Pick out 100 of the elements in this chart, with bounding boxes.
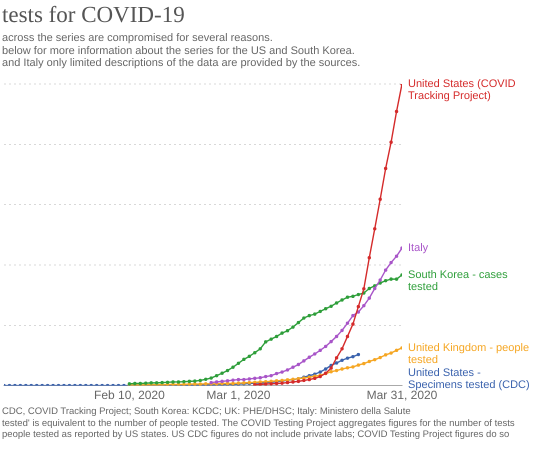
point <box>220 372 224 375</box>
point <box>324 306 328 310</box>
point <box>182 380 186 384</box>
series-label: United States (COVID Tracking Project) <box>408 78 516 102</box>
point <box>389 351 393 355</box>
point <box>291 325 295 329</box>
point <box>334 368 338 372</box>
point <box>384 166 388 170</box>
point <box>334 356 338 360</box>
point <box>356 304 360 308</box>
point <box>286 368 290 372</box>
point <box>356 363 360 367</box>
point <box>302 378 306 382</box>
point <box>291 366 295 369</box>
point <box>176 380 180 384</box>
point <box>258 347 262 351</box>
point <box>242 378 246 382</box>
point <box>340 347 344 351</box>
point <box>340 298 344 302</box>
point <box>226 368 230 372</box>
point <box>188 380 192 384</box>
point <box>334 334 338 338</box>
point <box>362 362 366 366</box>
point <box>394 254 398 258</box>
point <box>248 354 252 358</box>
point <box>204 378 208 381</box>
point <box>258 376 262 380</box>
point <box>214 374 218 378</box>
point <box>248 377 252 381</box>
point <box>160 380 164 384</box>
point <box>351 322 355 326</box>
point <box>346 334 350 338</box>
point <box>389 140 393 144</box>
point <box>302 359 306 363</box>
point <box>373 286 376 290</box>
point <box>308 314 312 318</box>
point <box>226 379 230 382</box>
point <box>313 312 316 316</box>
point <box>373 358 376 362</box>
point <box>286 329 290 332</box>
point <box>329 340 333 344</box>
point <box>231 378 235 382</box>
point <box>242 358 246 362</box>
point <box>368 286 371 290</box>
x-tick-label: Mar 1, 2020 <box>206 388 271 402</box>
point <box>373 227 376 230</box>
point <box>384 278 388 282</box>
series-label: United Kingdom - people tested <box>408 342 530 366</box>
point <box>291 380 295 384</box>
point <box>340 367 344 371</box>
point <box>280 331 284 335</box>
text: CDC, COVID Tracking Project; South Korea: KCDC; UK: PHE/DHSC; Italy: Ministero della Salute <box>2 406 412 418</box>
point <box>296 320 300 324</box>
point <box>264 340 268 344</box>
point <box>253 351 256 354</box>
text: people tested as reported by US states. US CDC figures do not include private labs; COVID Testing Project figures do so <box>2 429 510 440</box>
point <box>274 334 278 338</box>
point <box>384 268 388 272</box>
point <box>308 378 312 382</box>
point <box>280 370 284 374</box>
point <box>394 110 398 114</box>
point <box>351 314 355 318</box>
text: tested' is equivalent to the number of people tested. The COVID Testing Project aggregates figures for the number of tests <box>2 418 516 429</box>
x-tick-label: Mar 31, 2020 <box>366 388 438 402</box>
point <box>346 366 350 370</box>
chart-title: tests for COVID-19 <box>2 2 185 28</box>
point <box>394 348 398 352</box>
point <box>274 372 278 376</box>
point <box>171 380 175 384</box>
point <box>368 256 371 260</box>
point <box>193 379 197 383</box>
point <box>286 380 290 384</box>
point <box>389 277 393 281</box>
point <box>378 356 382 360</box>
point <box>346 321 350 325</box>
point <box>384 353 388 357</box>
point <box>351 294 355 298</box>
point <box>269 374 273 378</box>
point <box>368 360 371 364</box>
point <box>378 198 382 201</box>
point <box>334 301 338 305</box>
point <box>394 277 398 281</box>
point <box>318 348 322 352</box>
x-tick-label: Feb 10, 2020 <box>94 388 166 402</box>
point <box>362 304 366 308</box>
point <box>362 287 366 290</box>
point <box>253 376 256 380</box>
point <box>346 296 350 299</box>
point <box>329 304 333 308</box>
point <box>356 292 360 296</box>
point <box>308 356 312 359</box>
point <box>378 278 382 282</box>
point <box>264 374 268 378</box>
point <box>269 337 273 341</box>
point <box>329 370 333 374</box>
series-label: Italy <box>408 242 429 254</box>
point <box>296 362 300 366</box>
point <box>209 376 213 380</box>
point <box>313 352 316 356</box>
text: United States - Specimens tested (CDC) <box>408 366 530 391</box>
